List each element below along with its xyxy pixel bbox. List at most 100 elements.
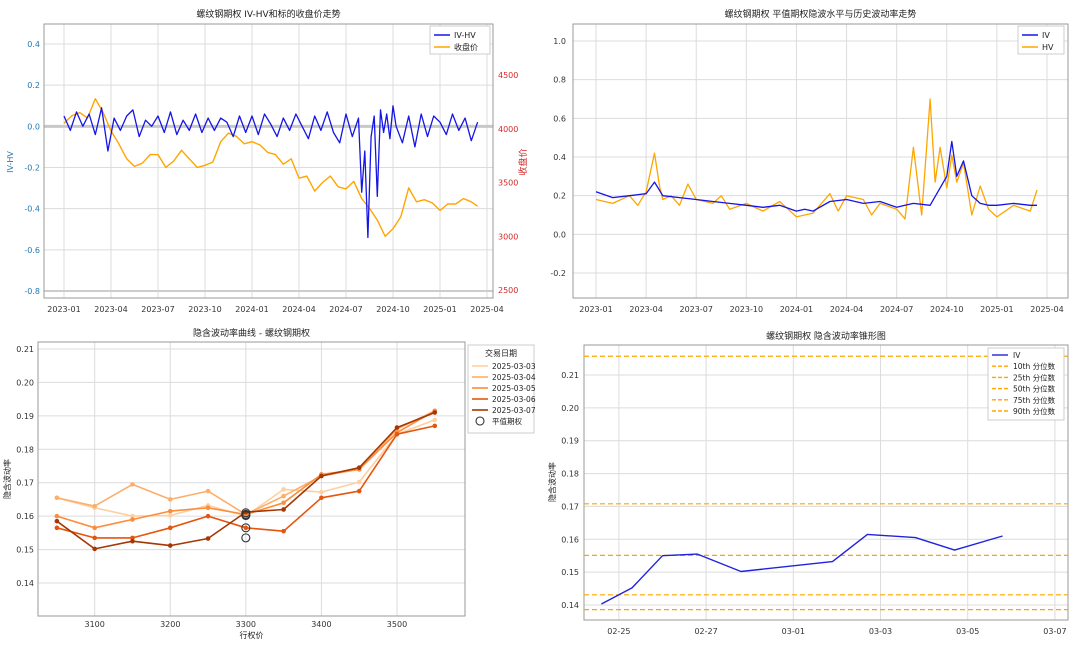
x-tick-label: 2024-01 — [235, 305, 268, 314]
y-tick-label: 0.17 — [16, 479, 34, 488]
gridlines — [573, 24, 1068, 298]
x-tick-label: 02-25 — [607, 627, 630, 636]
legend-label: IV — [1013, 351, 1021, 360]
y-tick-label: 0.15 — [16, 546, 34, 555]
x-tick-label: 2023-07 — [141, 305, 174, 314]
smile-point — [54, 525, 60, 531]
legend-label: 75th 分位数 — [1013, 395, 1056, 405]
smile-point — [394, 425, 400, 430]
y-axis-label: IV-HV — [6, 151, 15, 173]
y-tick-label: 0.16 — [561, 535, 579, 544]
smile-point — [356, 479, 362, 485]
y-tick-label: 0.2 — [27, 81, 40, 90]
y-tick-label: 0.4 — [553, 153, 566, 162]
chart-title: 螺纹钢期权 隐含波动率锥形图 — [766, 330, 886, 342]
smile-point — [167, 525, 173, 531]
legend-label: 2025-03-04 — [492, 373, 536, 382]
y-right-tick-label: 4500 — [498, 71, 518, 80]
series-iv-line — [601, 533, 1003, 605]
x-tick-label: 03-05 — [956, 627, 979, 636]
x-tick-label: 2025-04 — [1030, 305, 1063, 314]
gridlines — [38, 342, 465, 616]
legend-label: 平值期权 — [492, 416, 522, 426]
legend-box — [1017, 25, 1065, 55]
smile-point — [92, 546, 97, 552]
x-tick-label: 03-07 — [1043, 627, 1066, 636]
plot-frame — [43, 23, 494, 299]
smile-point — [167, 513, 173, 518]
x-tick-label: 2023-01 — [47, 305, 80, 314]
y-tick-label: 0.0 — [553, 230, 566, 239]
legend: IV HV — [1017, 25, 1065, 55]
y-tick-label: -0.4 — [24, 205, 40, 214]
legend-label: 10th 分位数 — [1013, 361, 1056, 371]
chart-iv-hv-close: 螺纹钢期权 IV-HV和标的收盘价走势 2023-01 2023-04 2023-07… — [6, 8, 529, 314]
smile-point — [356, 465, 362, 470]
x-tick-label: 2025-01 — [423, 305, 456, 314]
y-tick-label: 0.21 — [561, 371, 579, 380]
smile-point — [54, 495, 60, 501]
y-tick-label: 0.17 — [561, 502, 579, 511]
smile-point — [167, 543, 173, 548]
x-tick-label: 03-03 — [869, 627, 892, 636]
legend-box — [429, 25, 491, 55]
legend: IV-HV 收盘价 — [429, 25, 491, 55]
legend-box — [987, 347, 1065, 421]
series-close-price-line — [63, 97, 479, 238]
legend-label: HV — [1042, 43, 1054, 52]
plot-frame — [37, 341, 466, 617]
x-tick-label: 2023-04 — [629, 305, 662, 314]
y-tick-label: 0.18 — [16, 445, 34, 454]
smile-point — [281, 507, 286, 512]
legend-title: 交易日期 — [485, 348, 517, 358]
legend-label: 2025-03-07 — [492, 406, 536, 415]
smile-point — [130, 538, 135, 544]
x-tick-label: 2023-10 — [730, 305, 763, 314]
y-tick-label: 0.14 — [561, 601, 579, 610]
smile-point — [319, 489, 324, 495]
smile-point — [356, 488, 362, 494]
x-tick-label: 2024-04 — [830, 305, 863, 314]
smile-point — [167, 497, 173, 502]
y-tick-label: 0.4 — [27, 40, 40, 49]
y-tick-label: -0.6 — [24, 246, 40, 255]
atm-marker — [241, 523, 251, 533]
y-tick-label: 0.19 — [561, 437, 579, 446]
chart-iv-cone: 螺纹钢期权 隐含波动率锥形图 02-25 02-27 03-01 03-03 03-05 0… — [547, 330, 1069, 636]
y-tick-label: 0.20 — [561, 404, 579, 413]
smile-point — [281, 500, 286, 506]
x-tick-label: 3200 — [160, 620, 180, 629]
y-right-tick-label: 4000 — [498, 125, 518, 134]
smile-point — [167, 508, 173, 514]
legend-label: 50th 分位数 — [1013, 384, 1056, 394]
x-tick-label: 02-27 — [694, 627, 717, 636]
smile-point — [243, 525, 249, 531]
y-tick-label: 0.21 — [16, 345, 34, 354]
x-tick-label: 03-01 — [782, 627, 805, 636]
smile-point — [432, 417, 438, 423]
legend-box — [467, 344, 535, 434]
x-tick-label: 2024-07 — [329, 305, 362, 314]
smile-point — [205, 505, 211, 511]
x-tick-label: 3400 — [311, 620, 331, 629]
smile-point — [130, 482, 135, 487]
y-tick-label: 0.16 — [16, 512, 34, 521]
smile-point — [281, 493, 286, 499]
smile-point — [92, 525, 97, 531]
legend-label: 90th 分位数 — [1013, 406, 1056, 416]
y-tick-label: 0.20 — [16, 378, 34, 387]
plot-frame — [583, 344, 1069, 621]
y-right-tick-label: 3500 — [498, 179, 518, 188]
x-tick-label: 2024-10 — [376, 305, 409, 314]
y-tick-label: 1.0 — [553, 37, 566, 46]
smile-point — [281, 528, 286, 534]
chart-atm-iv-hv: 螺纹钢期权 平值期权隐波水平与历史波动率走势 2023-01 2023-04 2023… — [550, 8, 1069, 314]
atm-marker — [241, 508, 251, 518]
series-hv-line — [595, 98, 1038, 220]
x-tick-label: 2023-01 — [579, 305, 612, 314]
legend-atm-marker — [475, 416, 485, 426]
smile-point — [92, 535, 97, 541]
chart-iv-smile: 隐含波动率曲线 - 螺纹钢期权 3100 3200 3300 3400 3500 0.21 0… — [2, 327, 536, 640]
smile-point — [319, 495, 324, 501]
